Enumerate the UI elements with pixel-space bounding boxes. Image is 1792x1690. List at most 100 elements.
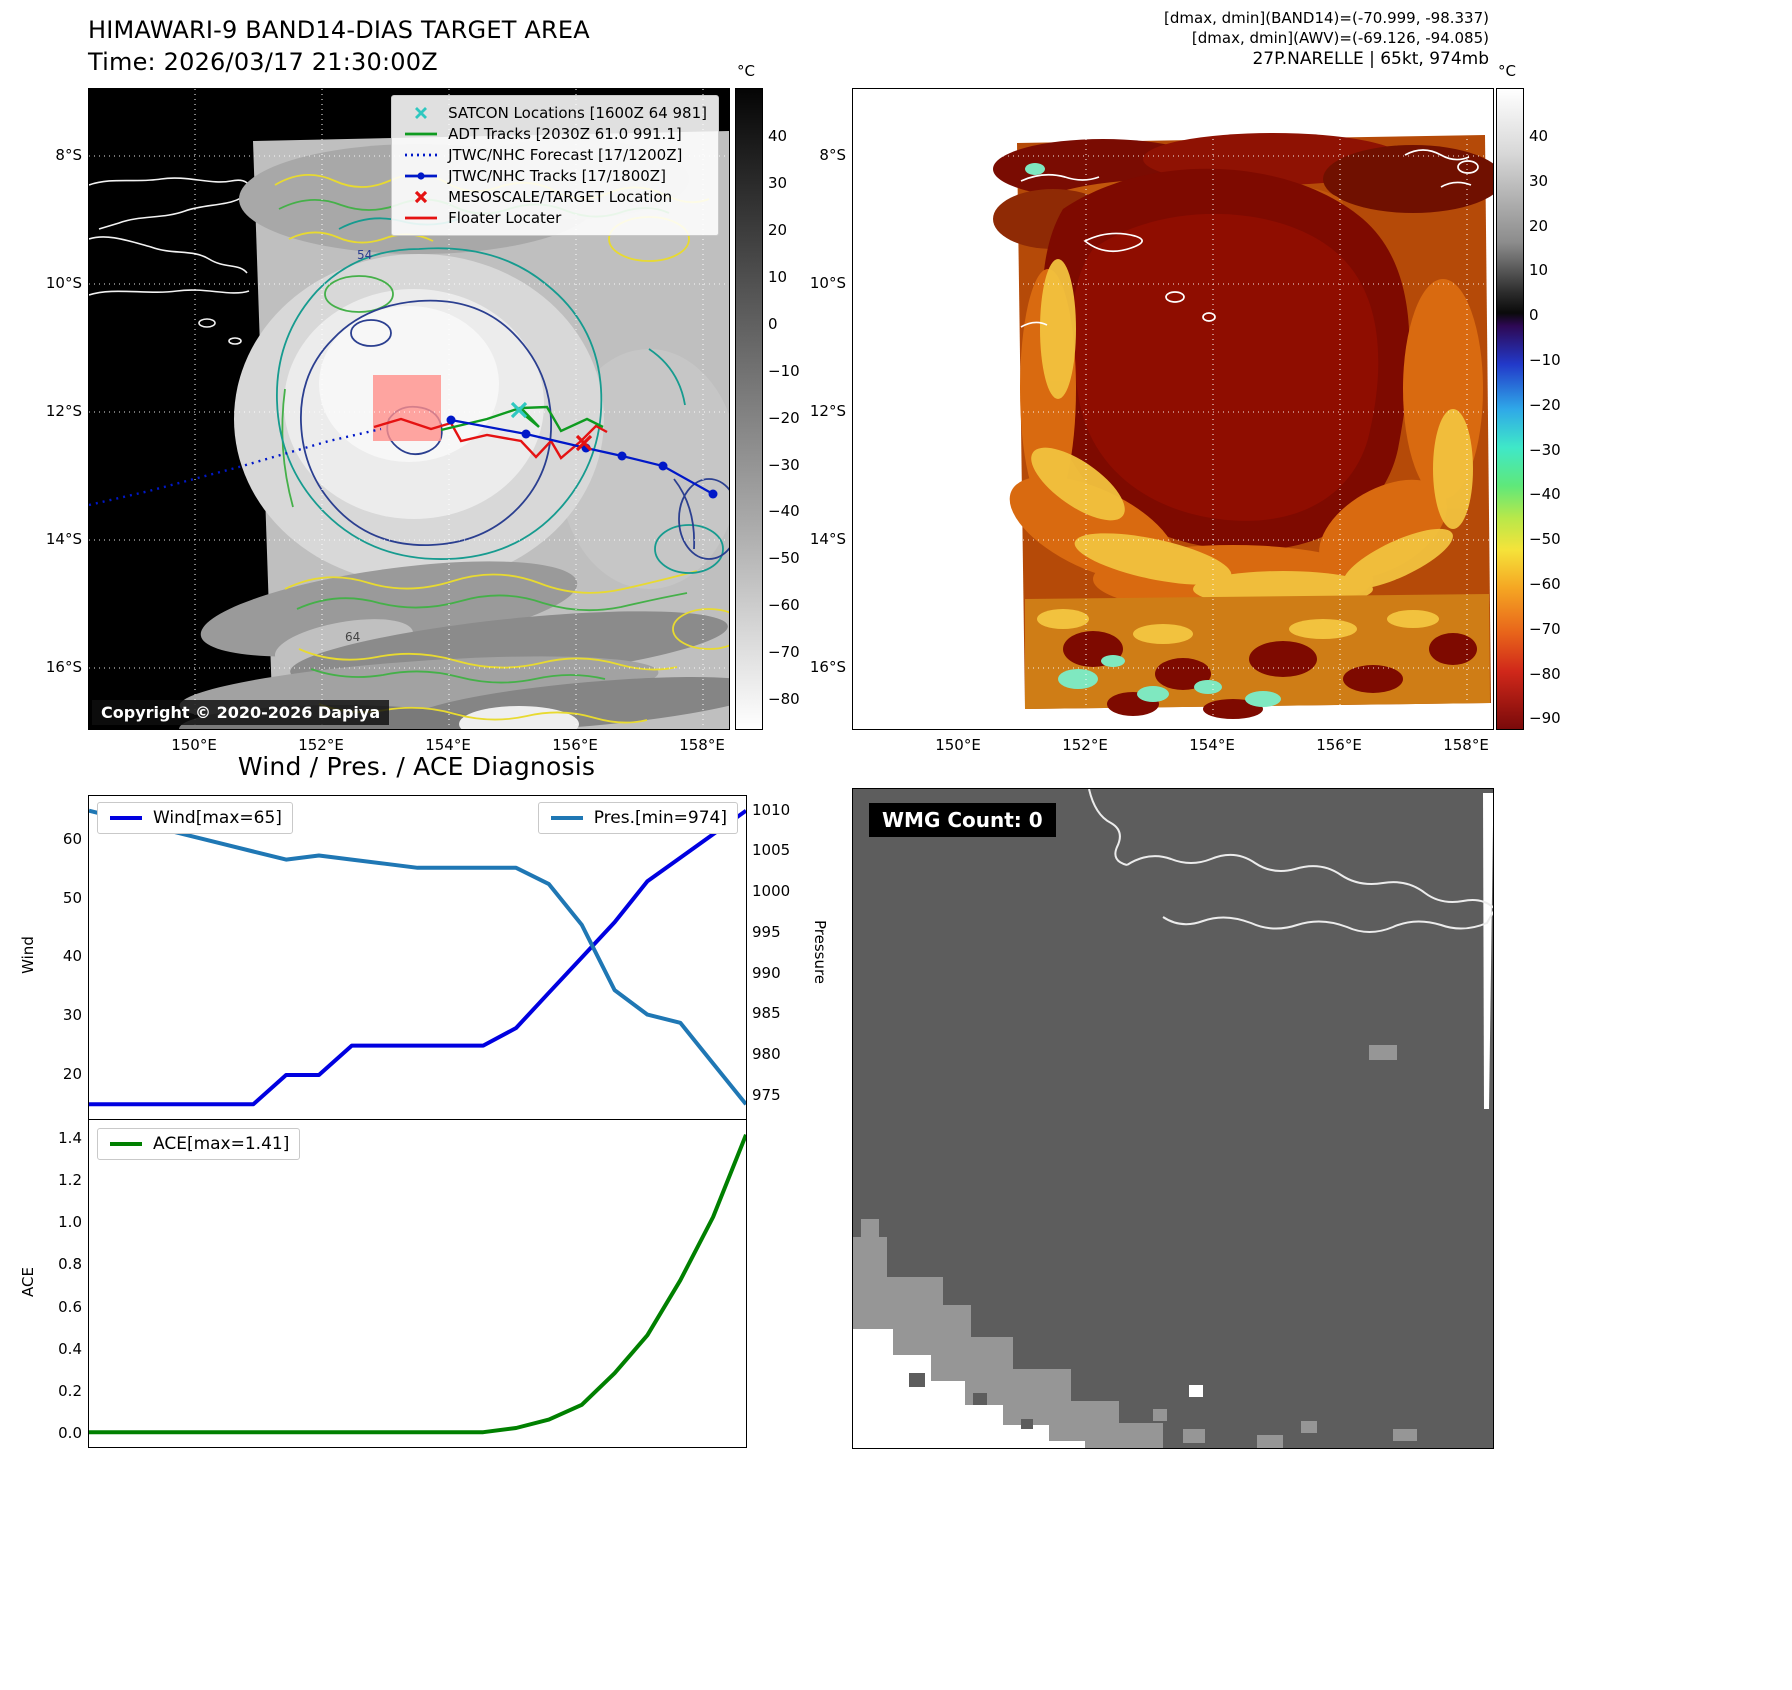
tick-label: −30 (768, 456, 800, 474)
awv-satellite-scene (853, 89, 1493, 729)
tick-label: −80 (768, 690, 800, 708)
tick-label: 10 (768, 268, 788, 286)
tick-label: 154°E (1189, 736, 1235, 754)
legend-label: ADT Tracks [2030Z 61.0 991.1] (448, 125, 682, 143)
pressure-y-axis: 1010 1005 1000 995 990 985 980 975 (752, 795, 800, 1118)
tick-label: 14°S (45, 530, 82, 548)
ace-line-icon (110, 1142, 142, 1146)
tick-label: −90 (1529, 709, 1561, 727)
tick-label: −70 (768, 643, 800, 661)
tick-label: −40 (768, 502, 800, 520)
pressure-axis-label: Pressure (811, 919, 829, 985)
tick-label: 0.0 (58, 1424, 82, 1442)
tick-label: 16°S (809, 658, 846, 676)
legend-label: MESOSCALE/TARGET Location (448, 188, 673, 206)
tick-label: 0.8 (58, 1255, 82, 1273)
awv-bottom-texture (1025, 163, 1477, 719)
tick-label: −40 (1529, 485, 1561, 503)
tick-label: −60 (768, 596, 800, 614)
wmg-dark-pixels (909, 1373, 1033, 1429)
copyright-watermark: Copyright © 2020-2026 Dapiya (92, 700, 390, 725)
tick-label: 990 (752, 964, 781, 982)
tick-label: 20 (1529, 217, 1549, 235)
wmg-edge-sliver (1483, 793, 1493, 1109)
tick-label: 0.6 (58, 1298, 82, 1316)
dmax-dmin-awv: [dmax, dmin](AWV)=(-69.126, -94.085) (1191, 29, 1489, 47)
tick-label: 30 (768, 174, 788, 192)
legend-label: JTWC/NHC Forecast [17/1200Z] (448, 146, 683, 164)
wmg-white-corner (853, 1329, 1085, 1448)
mesoscale-x-marker (575, 434, 593, 452)
contour-label: 54 (357, 248, 372, 262)
awv-colorbar (1496, 88, 1524, 730)
legend-item-satcon: SATCON Locations [1600Z 64 981] (403, 104, 707, 122)
series-line (89, 1134, 746, 1435)
jtwc-forecast-line (89, 427, 382, 507)
tick-label: 0 (768, 315, 778, 333)
ace-plot-area (89, 1134, 746, 1435)
tick-label: 1.4 (58, 1129, 82, 1147)
tick-label: −50 (768, 549, 800, 567)
legend-label: Floater Locater (448, 209, 562, 227)
tick-label: −30 (1529, 441, 1561, 459)
ace-legend-label: ACE[max=1.41] (153, 1134, 290, 1154)
tick-label: −20 (768, 409, 800, 427)
tick-label: 0.4 (58, 1340, 82, 1358)
tick-label: −10 (1529, 351, 1561, 369)
pres-legend-label: Pres.[min=974] (593, 808, 727, 828)
wmg-map-panel: WMG Count: 0 (852, 788, 1494, 1449)
series-line (89, 808, 746, 1106)
tick-label: 20 (62, 1065, 82, 1083)
band14-y-axis: 8°S 10°S 12°S 14°S 16°S (34, 88, 82, 728)
tick-label: 8°S (819, 146, 846, 164)
tick-label: 12°S (809, 402, 846, 420)
legend-item-adt: ADT Tracks [2030Z 61.0 991.1] (403, 125, 707, 143)
jtwc-track-line (450, 418, 714, 495)
tick-label: 1010 (752, 801, 791, 819)
wind-y-axis: 60 50 40 30 20 (34, 795, 82, 1118)
ace-axis-label: ACE (19, 1267, 37, 1297)
awv-colorbar-ticks: 40 30 20 10 0 −10 −20 −30 −40 −50 −60 −70 −80 −90 (1529, 88, 1571, 728)
tick-label: 12°S (45, 402, 82, 420)
tick-label: 995 (752, 923, 781, 941)
x-marker-icon (414, 190, 428, 204)
diagnosis-title: Wind / Pres. / ACE Diagnosis (237, 752, 596, 781)
legend-label: SATCON Locations [1600Z 64 981] (448, 104, 707, 122)
tick-label: 980 (752, 1045, 781, 1063)
legend-label: JTWC/NHC Tracks [17/1800Z] (448, 167, 666, 185)
pres-legend: Pres.[min=974] (537, 802, 738, 834)
awv-y-axis: 8°S 10°S 12°S 14°S 16°S (798, 88, 846, 728)
tick-label: 40 (1529, 127, 1549, 145)
dotted-line-marker-icon (405, 153, 438, 157)
dmax-dmin-band14: [dmax, dmin](BAND14)=(-70.999, -98.337) (1164, 9, 1489, 27)
wind-pressure-plot-area (89, 808, 746, 1107)
tick-label: 1.2 (58, 1171, 82, 1189)
band14-title: HIMAWARI-9 BAND14-DIAS TARGET AREA (88, 16, 590, 44)
tick-label: −60 (1529, 575, 1561, 593)
tick-label: −80 (1529, 665, 1561, 683)
tick-label: 40 (768, 127, 788, 145)
ace-chart: ACE[max=1.41] (88, 1120, 747, 1448)
wind-legend: Wind[max=65] (97, 802, 293, 834)
awv-header: [dmax, dmin](BAND14)=(-70.999, -98.337) … (900, 8, 1489, 70)
tick-label: 10°S (45, 274, 82, 292)
tick-label: 156°E (552, 736, 598, 754)
wmg-white-pixel (1189, 1385, 1203, 1397)
tick-label: 156°E (1316, 736, 1362, 754)
tick-label: 0.2 (58, 1382, 82, 1400)
tick-label: 40 (62, 947, 82, 965)
awv-map-panel (852, 88, 1494, 730)
wind-legend-label: Wind[max=65] (153, 808, 282, 828)
legend-item-jtwc-track: JTWC/NHC Tracks [17/1800Z] (403, 167, 707, 185)
tick-label: 985 (752, 1004, 781, 1022)
tick-label: 150°E (171, 736, 217, 754)
legend-item-forecast: JTWC/NHC Forecast [17/1200Z] (403, 146, 707, 164)
legend-item-floater: Floater Locater (403, 209, 707, 227)
line-marker-icon (405, 132, 438, 136)
awv-cdo-core (1072, 213, 1379, 521)
satcon-x-marker (510, 401, 528, 419)
storm-id-intensity: 27P.NARELLE | 65kt, 974mb (1252, 49, 1489, 69)
tick-label: −70 (1529, 620, 1561, 638)
wind-pressure-chart: Wind[max=65] Pres.[min=974] (88, 795, 747, 1120)
